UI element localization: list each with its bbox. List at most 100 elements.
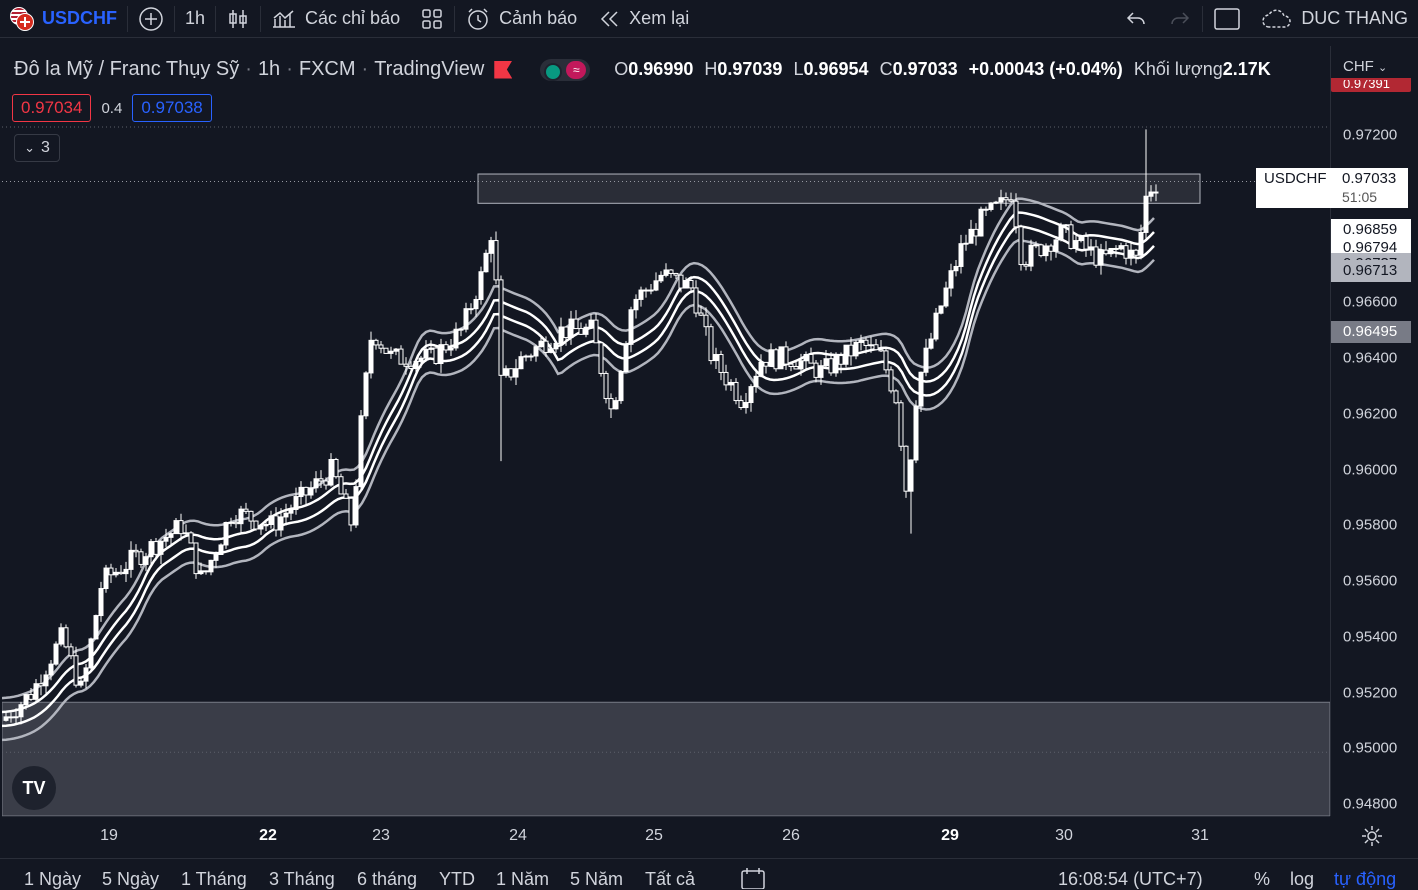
candle-body xyxy=(458,328,464,331)
range-button[interactable]: 5 Ngày xyxy=(102,869,160,889)
time-axis[interactable]: 19 22 23 24 25 26 29 30 31 xyxy=(2,816,1330,856)
replay-button[interactable]: Xem lại xyxy=(587,0,699,38)
price-axis[interactable]: CHF ⌄ 0.97391 0.97200 0.96600 0.96400 0.962… xyxy=(1330,46,1418,816)
candle-body xyxy=(223,521,229,546)
symbol-search-button[interactable]: USDCHF xyxy=(0,0,127,38)
replay-label: Xem lại xyxy=(629,8,690,28)
candle-body xyxy=(3,716,9,721)
price-tick-label: 0.95600 xyxy=(1343,572,1398,590)
candle-body xyxy=(813,362,819,378)
tradingview-logo[interactable]: TV xyxy=(12,766,56,810)
currency-dropdown[interactable]: CHF ⌄ xyxy=(1343,58,1387,75)
interval-button[interactable]: 1h xyxy=(175,0,215,38)
percent-toggle[interactable]: % xyxy=(1254,869,1271,889)
candle-body xyxy=(1133,249,1139,256)
symbol-name: USDCHF xyxy=(42,8,117,28)
range-button[interactable]: 1 Năm xyxy=(496,869,550,889)
undo-button[interactable] xyxy=(1114,0,1158,38)
chart-legend: Đô la Mỹ / Franc Thụy Sỹ · 1h · FXCM · T… xyxy=(14,58,1271,81)
interval-label: 1h xyxy=(185,8,206,28)
buy-price-button[interactable]: 0.97038 xyxy=(132,94,212,122)
candle-body xyxy=(758,361,764,377)
candle-body xyxy=(1113,247,1119,250)
price-tick-label: 0.94800 xyxy=(1343,795,1398,813)
price-tick-label: 0.96000 xyxy=(1343,461,1398,478)
candle-body xyxy=(1128,249,1134,259)
candle-body xyxy=(1043,245,1049,257)
layout-button[interactable] xyxy=(410,0,454,38)
auto-scale-toggle[interactable]: tự động xyxy=(1334,869,1397,889)
chart-pane[interactable]: Đô la Mỹ / Franc Thụy Sỹ · 1h · FXCM · T… xyxy=(2,46,1330,816)
time-tick-label: 31 xyxy=(1191,827,1209,844)
candle-body xyxy=(1123,245,1129,259)
market-status-toggle[interactable]: ≈ xyxy=(540,58,591,81)
candle-body xyxy=(183,532,189,535)
candle-body xyxy=(778,346,784,370)
fullscreen-button[interactable] xyxy=(1203,0,1251,38)
candle-body xyxy=(888,369,894,392)
alerts-button[interactable]: Cảnh báo xyxy=(455,0,587,38)
chart-type-button[interactable] xyxy=(216,0,260,38)
bid-ask-panel: 0.97034 0.4 0.97038 xyxy=(12,94,212,122)
candle-body xyxy=(1093,246,1099,266)
range-button[interactable]: 1 Tháng xyxy=(181,869,247,889)
candle-body xyxy=(538,340,544,348)
sell-price-button[interactable]: 0.97034 xyxy=(12,94,92,122)
range-button[interactable]: 5 Năm xyxy=(570,869,624,889)
calendar-icon[interactable] xyxy=(740,867,766,889)
candle-body xyxy=(873,344,879,351)
candle-body xyxy=(598,342,604,374)
candle-body xyxy=(648,289,654,292)
range-button[interactable]: YTD xyxy=(439,869,475,889)
candle-body xyxy=(753,375,759,388)
candle-body xyxy=(443,344,449,351)
candle-body xyxy=(253,520,259,530)
spread-value: 0.4 xyxy=(101,99,123,117)
legend-title[interactable]: Đô la Mỹ / Franc Thụy Sỹ xyxy=(14,58,240,80)
indicators-collapse-button[interactable]: ⌄ 3 xyxy=(14,134,60,162)
candle-body xyxy=(473,298,479,310)
candle-body xyxy=(968,228,974,244)
low-value: 0.96954 xyxy=(803,59,869,79)
candle-body xyxy=(693,287,699,314)
candle-body xyxy=(1053,239,1059,252)
indicator-price-tag: 0.96713 xyxy=(1331,259,1411,282)
layout-name-button[interactable]: DUC THANG xyxy=(1251,0,1418,38)
candle-body xyxy=(113,571,119,576)
candle-body xyxy=(933,312,939,340)
candlestick-chart[interactable] xyxy=(2,46,1330,816)
close-value: 0.97033 xyxy=(892,59,958,79)
candle-body xyxy=(983,208,989,211)
candle-body xyxy=(13,716,19,719)
range-button[interactable]: 6 tháng xyxy=(357,869,418,889)
price-tick-label: 0.95200 xyxy=(1343,684,1398,701)
candle-body xyxy=(88,638,94,669)
candle-body xyxy=(323,480,329,486)
candle-body xyxy=(1063,224,1069,227)
replay-icon xyxy=(601,10,618,27)
indicators-button[interactable]: Các chỉ báo xyxy=(261,0,410,38)
candle-body xyxy=(168,533,174,538)
price-tick-label: 0.95400 xyxy=(1343,628,1398,646)
candle-body xyxy=(1108,247,1114,255)
redo-button[interactable] xyxy=(1158,0,1202,38)
legend-exchange: FXCM xyxy=(298,58,356,80)
time-tick-label: 19 xyxy=(100,827,118,844)
candle-body xyxy=(1023,264,1029,267)
range-button[interactable]: 1 Ngày xyxy=(24,869,82,889)
candle-body xyxy=(803,353,809,362)
flag-icon[interactable] xyxy=(494,60,513,79)
candle-body xyxy=(478,271,484,300)
range-button[interactable]: Tất cả xyxy=(645,869,696,889)
log-toggle[interactable]: log xyxy=(1290,869,1315,889)
candle-body xyxy=(238,508,244,525)
candle-body xyxy=(108,567,114,576)
candle-body xyxy=(383,347,389,354)
range-button[interactable]: 3 Tháng xyxy=(269,869,335,889)
candle-body xyxy=(833,355,839,374)
settings-button[interactable] xyxy=(1360,824,1384,853)
candle-body xyxy=(153,541,159,555)
candle-body xyxy=(748,386,754,404)
clock-label[interactable]: 16:08:54 (UTC+7) xyxy=(1058,869,1203,889)
compare-symbol-button[interactable] xyxy=(128,0,174,38)
